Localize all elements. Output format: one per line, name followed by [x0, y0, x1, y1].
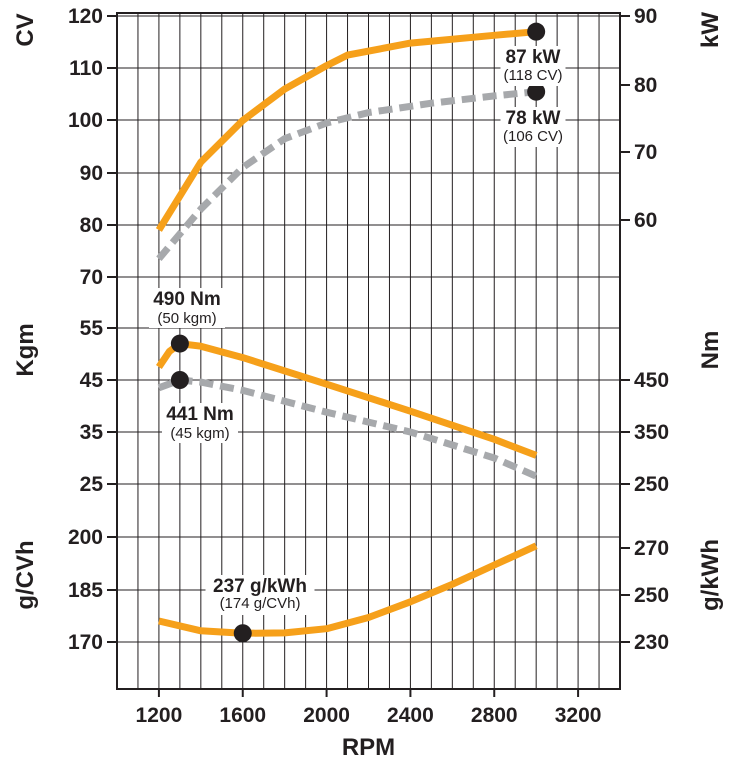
annotation-subvalue: (50 kgm) [157, 310, 216, 327]
annotation-background [500, 107, 566, 147]
left-tick-label: 55 [80, 317, 104, 340]
right-tick-label: 90 [634, 5, 657, 28]
left-tick-label: 25 [80, 473, 104, 496]
annotation-subvalue: (118 CV) [504, 67, 563, 84]
x-tick-label: 1600 [219, 704, 266, 727]
x-axis-title: RPM [342, 734, 395, 761]
chart-markers [170, 22, 546, 643]
annotation-value: 78 kW [506, 108, 561, 129]
annotation-subvalue: (45 kgm) [170, 425, 229, 442]
x-tick-label: 2400 [387, 704, 434, 727]
right-tick-label: 230 [634, 631, 669, 654]
left-axis-title: CV [12, 13, 39, 46]
left-tick-label: 200 [68, 526, 103, 549]
data-point-marker [233, 624, 252, 643]
right-tick-label: 350 [634, 421, 669, 444]
annotation-value: 87 kW [506, 47, 561, 68]
chart-grid [117, 13, 620, 689]
right-tick-label: 80 [634, 74, 657, 97]
left-tick-label: 35 [80, 421, 104, 444]
left-tick-label: 90 [80, 162, 103, 185]
left-tick-label: 110 [69, 57, 103, 80]
axis-ticks [107, 15, 630, 697]
annotation-value: 441 Nm [166, 404, 234, 425]
annotation-value: 237 g/kWh [213, 576, 307, 597]
x-tick-label: 3200 [555, 704, 602, 727]
left-axis-title: g/CVh [12, 540, 39, 609]
left-tick-label: 170 [68, 631, 103, 654]
right-axis-title: Nm [697, 331, 724, 370]
right-tick-label: 70 [634, 141, 657, 164]
annotation-background [149, 288, 225, 328]
left-axis-title: Kgm [12, 323, 39, 376]
left-tick-label: 185 [68, 579, 103, 602]
right-tick-label: 270 [634, 537, 669, 560]
right-tick-label: 250 [634, 473, 669, 496]
annotation-value: 490 Nm [153, 289, 221, 310]
x-tick-label: 1200 [136, 704, 183, 727]
axis-labels: 1200 1600 2000 2400 2800 3200 RPM 120 110 100 90 80… [12, 5, 724, 761]
right-tick-label: 450 [634, 369, 669, 392]
annotation-background [162, 403, 238, 443]
right-tick-label: 250 [634, 584, 669, 607]
data-point-marker [527, 82, 546, 101]
left-tick-label: 45 [80, 369, 104, 392]
power-dashed-series-line [156, 88, 537, 261]
annotation-background [205, 575, 315, 615]
left-tick-label: 70 [80, 266, 103, 289]
annotation-subvalue: (106 CV) [503, 128, 563, 145]
plot-frame [116, 12, 621, 690]
data-point-marker [170, 334, 189, 353]
x-tick-label: 2800 [471, 704, 518, 727]
annotation-subvalue: (174 g/CVh) [220, 595, 301, 612]
consumption-solid-series-line [158, 542, 538, 637]
annotation-background [500, 46, 566, 86]
left-tick-label: 100 [68, 109, 103, 132]
x-tick-label: 2000 [303, 704, 350, 727]
left-tick-label: 120 [68, 5, 103, 28]
chart-annotations: 87 kW(118 CV) 78 kW(106 CV) 490 Nm(50 kgm)… [149, 46, 566, 615]
left-tick-label: 80 [80, 214, 103, 237]
data-point-marker [527, 22, 546, 41]
right-tick-label: 60 [634, 209, 657, 232]
power-solid-series-line [155, 28, 537, 232]
right-axis-title: g/kWh [697, 539, 724, 611]
data-point-marker [170, 371, 189, 389]
right-axis-title: kW [697, 12, 724, 48]
